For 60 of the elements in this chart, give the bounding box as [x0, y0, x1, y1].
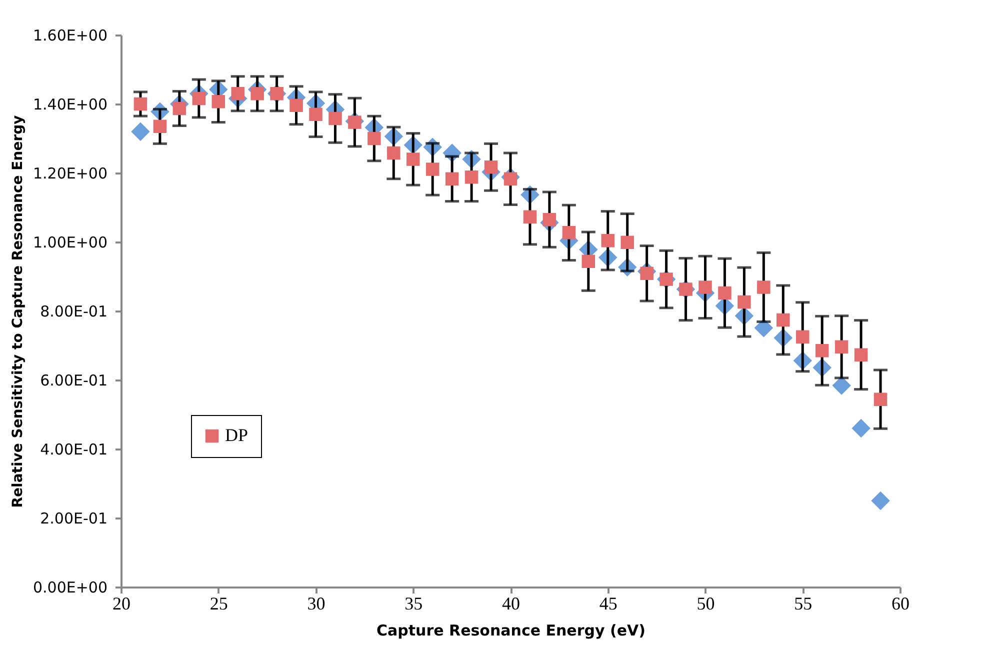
y-tick-label: 0.00E+00	[32, 578, 108, 596]
point	[871, 492, 890, 510]
y-tick-label: 4.00E-01	[40, 440, 108, 458]
point	[172, 102, 186, 116]
x-tick-label: 30	[307, 594, 326, 614]
x-tick-label: 35	[404, 594, 423, 614]
point	[290, 98, 303, 112]
y-tick-label: 1.60E+00	[32, 26, 108, 44]
y-tick-label: 6.00E-01	[40, 372, 108, 390]
y-tick-label: 1.40E+00	[32, 96, 108, 114]
point	[309, 108, 322, 121]
point	[250, 87, 264, 100]
point	[620, 236, 634, 249]
point	[368, 132, 381, 146]
point	[640, 266, 654, 280]
point	[562, 226, 576, 240]
point	[834, 340, 848, 354]
point	[387, 146, 400, 160]
point	[523, 210, 537, 224]
point	[542, 212, 556, 226]
point	[445, 172, 459, 186]
x-tick-label: 55	[794, 594, 812, 614]
y-axis-title: Relative Sensitivity to Capture Resonance Energy	[10, 115, 26, 508]
point	[134, 97, 148, 111]
point	[852, 419, 870, 438]
point	[874, 392, 888, 406]
point	[601, 234, 614, 248]
point	[464, 170, 478, 184]
point	[757, 280, 770, 294]
x-tick-label: 40	[502, 594, 520, 614]
x-tick-label: 45	[599, 594, 618, 614]
point	[504, 172, 518, 186]
point	[718, 286, 732, 300]
point	[796, 330, 810, 344]
point	[153, 120, 167, 134]
x-tick-label: 50	[696, 594, 715, 614]
point	[231, 87, 244, 100]
point	[426, 162, 440, 176]
point	[582, 254, 596, 268]
point	[738, 295, 751, 309]
point	[832, 376, 851, 395]
x-tick-label: 20	[112, 594, 130, 614]
point	[406, 152, 420, 166]
y-tick-label: 1.20E+00	[32, 164, 108, 182]
point	[328, 112, 342, 126]
point	[212, 94, 225, 108]
y-tick-label: 1.00E+00	[32, 234, 108, 252]
legend-label: DP	[225, 425, 248, 445]
point	[815, 344, 829, 358]
point	[484, 160, 498, 174]
x-axis-title: Capture Resonance Energy (eV)	[376, 622, 646, 640]
x-tick-label: 25	[210, 594, 228, 614]
point	[192, 92, 206, 106]
point	[854, 348, 868, 362]
point	[776, 313, 790, 327]
x-tick-label: 60	[892, 594, 910, 614]
y-tick-label: 8.00E-01	[40, 302, 108, 320]
point	[698, 280, 712, 294]
point	[131, 122, 150, 141]
y-tick-label: 2.00E-01	[40, 510, 108, 528]
